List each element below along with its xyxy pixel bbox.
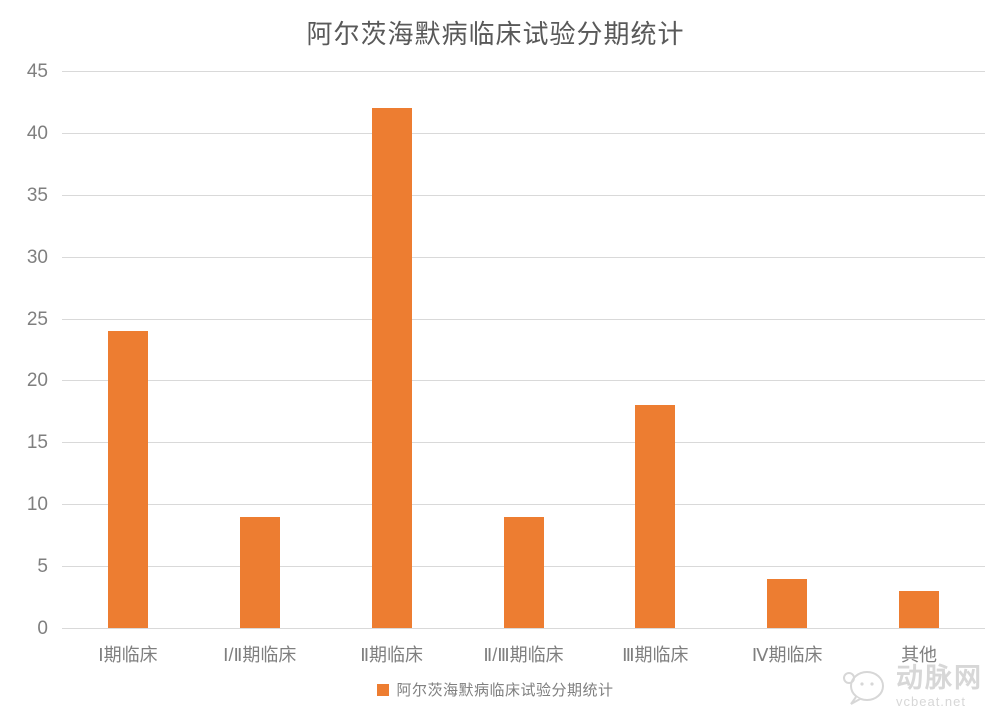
legend-swatch-icon	[377, 683, 390, 696]
plot-area: 0 5 10 15 20 25 30 35 40 45 Ⅰ期临床 Ⅰ/Ⅱ期临床 Ⅱ期临床 Ⅱ/Ⅲ期临床 Ⅲ期…	[27, 62, 985, 665]
chart-title: 阿尔茨海默病临床试验分期统计	[306, 19, 685, 49]
x-axis-tick-label: 其他	[901, 645, 938, 665]
bar	[635, 405, 676, 628]
bar	[503, 516, 544, 628]
y-axis-tick-label: 20	[26, 370, 48, 392]
legend-label: 阿尔茨海默病临床试验分期统计	[396, 682, 614, 699]
y-axis-tick-label: 15	[26, 432, 48, 454]
y-axis-tick-label: 10	[26, 494, 48, 516]
legend: 阿尔茨海默病临床试验分期统计	[0, 679, 991, 700]
x-axis-tick-label: Ⅱ期临床	[360, 645, 424, 665]
bar	[767, 578, 808, 628]
y-axis-tick-label: 40	[26, 122, 48, 144]
y-axis-tick-label: 0	[37, 618, 48, 639]
gridline	[62, 628, 985, 629]
x-axis-tick-label: Ⅰ期临床	[98, 645, 158, 665]
x-axis-tick-label: Ⅲ期临床	[622, 645, 689, 665]
gridline	[62, 442, 985, 444]
y-axis-tick-label: 5	[37, 556, 48, 578]
gridline	[62, 504, 985, 506]
gridline	[62, 256, 985, 258]
gridline	[62, 194, 985, 196]
y-axis-tick-label: 35	[26, 184, 48, 206]
gridline	[62, 132, 985, 134]
bar	[899, 590, 940, 628]
gridline	[62, 380, 985, 382]
x-axis-tick-label: Ⅳ期临床	[751, 645, 823, 665]
gridline	[62, 318, 985, 320]
bar	[371, 108, 412, 628]
y-axis-tick-label: 25	[26, 308, 48, 330]
bar	[239, 516, 280, 628]
y-axis-tick-label: 45	[26, 61, 48, 82]
gridline	[62, 71, 985, 72]
x-axis-tick-label: Ⅰ/Ⅱ期临床	[223, 645, 297, 665]
x-axis-tick-label: Ⅱ/Ⅲ期临床	[483, 645, 564, 665]
y-axis-tick-label: 30	[26, 246, 48, 268]
bar	[107, 330, 148, 628]
